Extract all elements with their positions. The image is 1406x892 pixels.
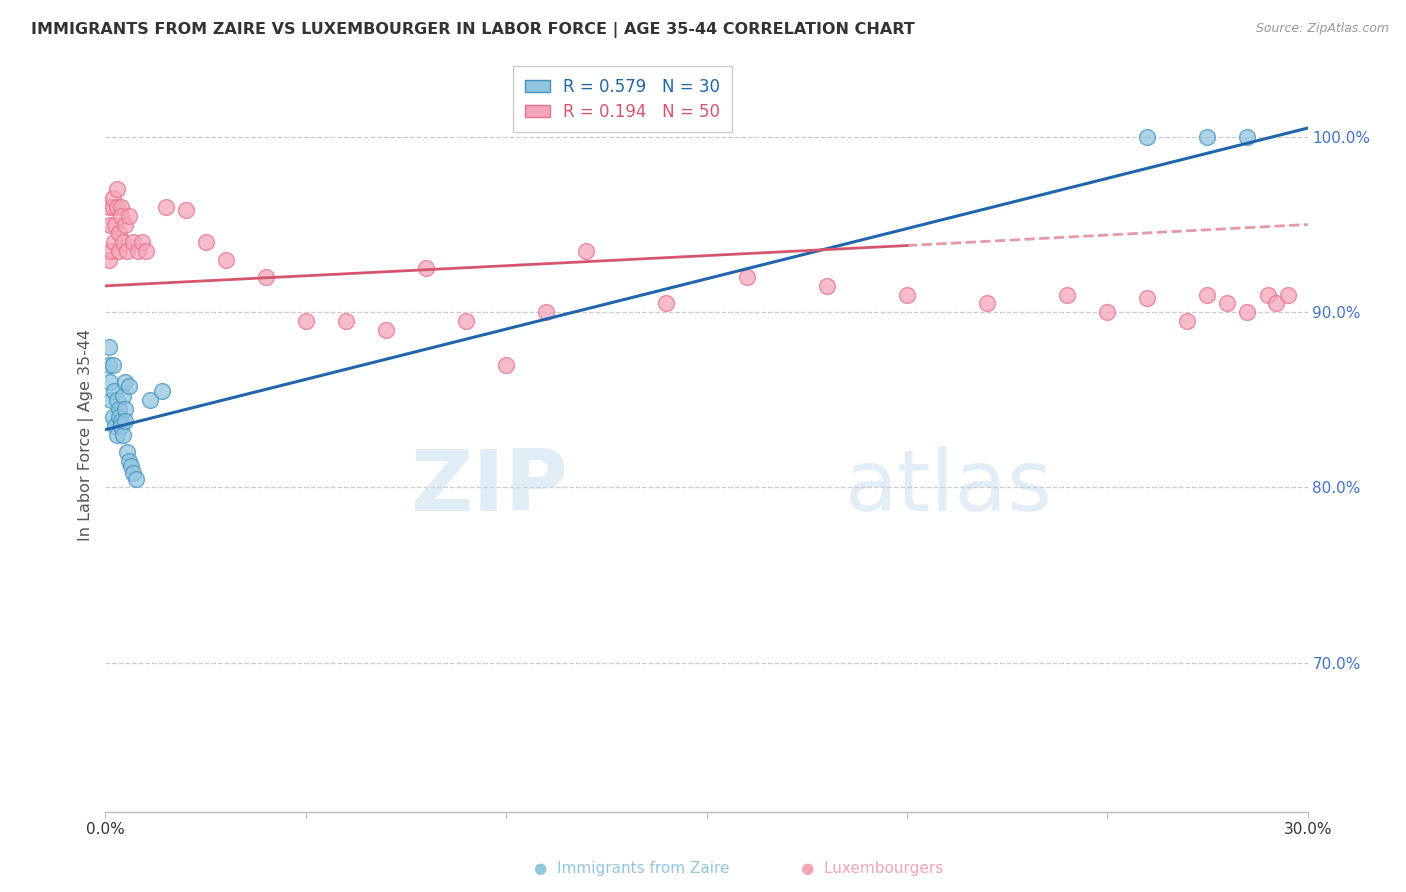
Point: [155, 200, 177, 214]
Point: [1177, 314, 1199, 328]
Point: [122, 235, 145, 249]
Text: atlas: atlas: [845, 446, 1053, 529]
Point: [114, 401, 136, 416]
Point: [110, 209, 132, 223]
Point: [295, 314, 318, 328]
Point: [1216, 296, 1239, 310]
Point: [108, 410, 131, 425]
Point: [150, 384, 173, 398]
Point: [1056, 287, 1078, 301]
Point: [117, 244, 139, 258]
Point: [118, 209, 141, 223]
Point: [100, 244, 122, 258]
Point: [118, 378, 141, 392]
Point: [101, 410, 124, 425]
Point: [97, 252, 120, 267]
Point: [131, 235, 153, 249]
Point: [104, 419, 127, 434]
Point: [114, 414, 136, 428]
Point: [97, 340, 120, 354]
Point: [534, 305, 557, 319]
Text: ZIP: ZIP: [411, 446, 568, 529]
Y-axis label: In Labor Force | Age 35-44: In Labor Force | Age 35-44: [79, 329, 94, 541]
Point: [101, 200, 124, 214]
Text: Source: ZipAtlas.com: Source: ZipAtlas.com: [1256, 22, 1389, 36]
Point: [103, 191, 125, 205]
Point: [103, 384, 125, 398]
Point: [112, 389, 135, 403]
Point: [1136, 129, 1159, 144]
Point: [815, 278, 838, 293]
Point: [108, 227, 131, 241]
Text: IMMIGRANTS FROM ZAIRE VS LUXEMBOURGER IN LABOR FORCE | AGE 35-44 CORRELATION CHA: IMMIGRANTS FROM ZAIRE VS LUXEMBOURGER IN…: [31, 22, 915, 38]
Point: [374, 323, 398, 337]
Point: [135, 244, 157, 258]
Point: [112, 235, 135, 249]
Point: [110, 200, 132, 214]
Point: [98, 200, 121, 214]
Point: [122, 467, 145, 481]
Point: [454, 314, 477, 328]
Point: [1197, 287, 1219, 301]
Point: [107, 244, 129, 258]
Point: [1277, 287, 1299, 301]
Point: [98, 358, 121, 372]
Point: [121, 459, 143, 474]
Point: [896, 287, 918, 301]
Point: [110, 419, 132, 434]
Point: [575, 244, 598, 258]
Point: [114, 218, 136, 232]
Point: [105, 200, 128, 214]
Point: [1257, 287, 1279, 301]
Point: [138, 392, 160, 407]
Point: [105, 428, 128, 442]
Point: [735, 270, 758, 285]
Point: [976, 296, 998, 310]
Point: [214, 252, 236, 267]
Text: ●  Immigrants from Zaire: ● Immigrants from Zaire: [534, 861, 730, 876]
Point: [107, 392, 129, 407]
Point: [118, 454, 141, 468]
Point: [104, 218, 127, 232]
Point: [1236, 129, 1258, 144]
Point: [1197, 129, 1219, 144]
Legend: R = 0.579   N = 30, R = 0.194   N = 50: R = 0.579 N = 30, R = 0.194 N = 50: [513, 66, 731, 132]
Point: [110, 414, 132, 428]
Point: [107, 182, 129, 196]
Point: [103, 358, 125, 372]
Point: [117, 445, 139, 459]
Point: [100, 392, 122, 407]
Point: [1097, 305, 1119, 319]
Point: [194, 235, 217, 249]
Point: [415, 261, 437, 276]
Point: [174, 203, 197, 218]
Point: [98, 218, 121, 232]
Text: ●  Luxembourgers: ● Luxembourgers: [801, 861, 943, 876]
Point: [495, 358, 517, 372]
Point: [1236, 305, 1258, 319]
Point: [254, 270, 277, 285]
Point: [335, 314, 357, 328]
Point: [1136, 291, 1159, 305]
Point: [655, 296, 678, 310]
Point: [114, 376, 136, 390]
Point: [111, 428, 134, 442]
Point: [98, 376, 121, 390]
Point: [127, 244, 149, 258]
Point: [107, 401, 129, 416]
Point: [103, 235, 125, 249]
Point: [124, 472, 146, 486]
Point: [1264, 296, 1286, 310]
